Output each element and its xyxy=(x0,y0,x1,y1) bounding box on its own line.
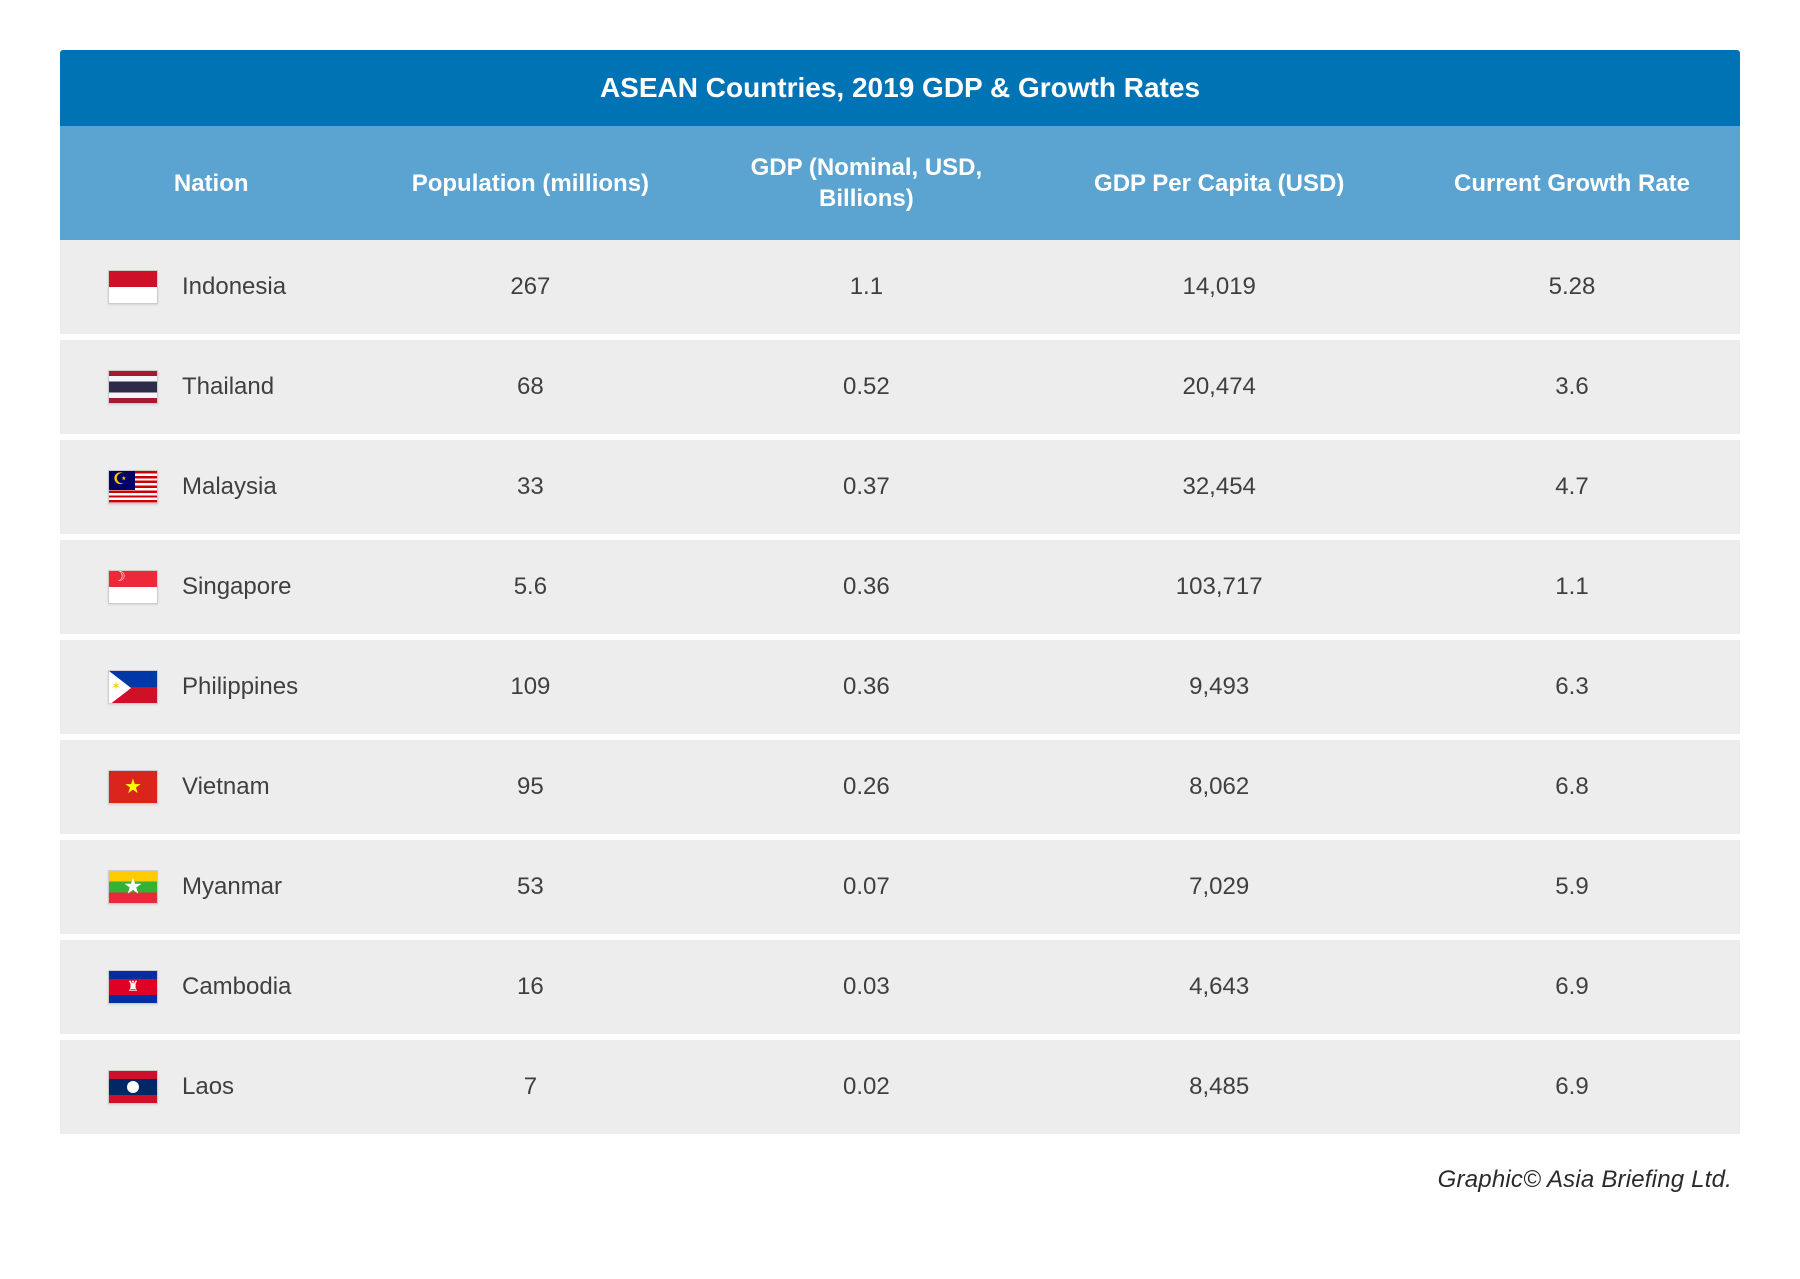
cell-per_capita: 8,062 xyxy=(1034,740,1404,840)
nation-label: Thailand xyxy=(182,373,274,401)
graphic-credit: Graphic© Asia Briefing Ltd. xyxy=(60,1166,1740,1194)
cell-per_capita: 32,454 xyxy=(1034,440,1404,540)
cell-population: 68 xyxy=(362,340,698,440)
table-row: Myanmar 530.077,0295.9 xyxy=(60,840,1740,940)
cell-per_capita: 14,019 xyxy=(1034,240,1404,340)
cell-nation: Malaysia xyxy=(60,440,362,540)
nation-label: Philippines xyxy=(182,673,298,701)
col-population: Population (millions) xyxy=(362,126,698,240)
table-row: Cambodia 160.034,6436.9 xyxy=(60,940,1740,1040)
cell-growth: 6.3 xyxy=(1404,640,1740,740)
cell-population: 267 xyxy=(362,240,698,340)
cell-population: 16 xyxy=(362,940,698,1040)
cell-population: 53 xyxy=(362,840,698,940)
table-row: Vietnam 950.268,0626.8 xyxy=(60,740,1740,840)
table-row: Philippines 1090.369,4936.3 xyxy=(60,640,1740,740)
cell-population: 33 xyxy=(362,440,698,540)
cell-per_capita: 103,717 xyxy=(1034,540,1404,640)
table-row: Indonesia 2671.114,0195.28 xyxy=(60,240,1740,340)
cell-growth: 5.9 xyxy=(1404,840,1740,940)
flag-icon xyxy=(108,670,158,704)
cell-growth: 4.7 xyxy=(1404,440,1740,540)
cell-gdp: 0.36 xyxy=(698,540,1034,640)
cell-growth: 3.6 xyxy=(1404,340,1740,440)
cell-growth: 5.28 xyxy=(1404,240,1740,340)
cell-gdp: 0.02 xyxy=(698,1040,1034,1140)
flag-icon xyxy=(108,470,158,504)
cell-growth: 6.9 xyxy=(1404,1040,1740,1140)
cell-population: 5.6 xyxy=(362,540,698,640)
nation-label: Malaysia xyxy=(182,473,277,501)
cell-population: 7 xyxy=(362,1040,698,1140)
flag-icon xyxy=(108,770,158,804)
cell-per_capita: 8,485 xyxy=(1034,1040,1404,1140)
cell-growth: 6.8 xyxy=(1404,740,1740,840)
cell-gdp: 0.03 xyxy=(698,940,1034,1040)
asean-gdp-table: Nation Population (millions) GDP (Nomina… xyxy=(60,126,1740,1140)
header-row: Nation Population (millions) GDP (Nomina… xyxy=(60,126,1740,240)
col-gdp: GDP (Nominal, USD, Billions) xyxy=(698,126,1034,240)
cell-gdp: 0.37 xyxy=(698,440,1034,540)
cell-growth: 1.1 xyxy=(1404,540,1740,640)
col-nation: Nation xyxy=(60,126,362,240)
cell-per_capita: 7,029 xyxy=(1034,840,1404,940)
table-row: Singapore 5.60.36103,7171.1 xyxy=(60,540,1740,640)
nation-label: Indonesia xyxy=(182,273,286,301)
cell-gdp: 0.07 xyxy=(698,840,1034,940)
cell-nation: Thailand xyxy=(60,340,362,440)
nation-label: Laos xyxy=(182,1073,234,1101)
cell-nation: Cambodia xyxy=(60,940,362,1040)
flag-icon xyxy=(108,870,158,904)
cell-gdp: 0.26 xyxy=(698,740,1034,840)
table-title: ASEAN Countries, 2019 GDP & Growth Rates xyxy=(60,50,1740,126)
nation-label: Myanmar xyxy=(182,873,282,901)
col-growth: Current Growth Rate xyxy=(1404,126,1740,240)
cell-nation: Philippines xyxy=(60,640,362,740)
cell-gdp: 0.52 xyxy=(698,340,1034,440)
cell-gdp: 1.1 xyxy=(698,240,1034,340)
cell-per_capita: 20,474 xyxy=(1034,340,1404,440)
cell-nation: Laos xyxy=(60,1040,362,1140)
flag-icon xyxy=(108,570,158,604)
cell-gdp: 0.36 xyxy=(698,640,1034,740)
cell-nation: Indonesia xyxy=(60,240,362,340)
cell-population: 109 xyxy=(362,640,698,740)
cell-population: 95 xyxy=(362,740,698,840)
nation-label: Cambodia xyxy=(182,973,291,1001)
flag-icon xyxy=(108,970,158,1004)
asean-table-container: ASEAN Countries, 2019 GDP & Growth Rates… xyxy=(60,50,1740,1140)
table-row: Thailand 680.5220,4743.6 xyxy=(60,340,1740,440)
flag-icon xyxy=(108,270,158,304)
table-row: Malaysia 330.3732,4544.7 xyxy=(60,440,1740,540)
cell-growth: 6.9 xyxy=(1404,940,1740,1040)
cell-per_capita: 9,493 xyxy=(1034,640,1404,740)
cell-per_capita: 4,643 xyxy=(1034,940,1404,1040)
nation-label: Singapore xyxy=(182,573,291,601)
flag-icon xyxy=(108,370,158,404)
cell-nation: Myanmar xyxy=(60,840,362,940)
nation-label: Vietnam xyxy=(182,773,270,801)
cell-nation: Singapore xyxy=(60,540,362,640)
flag-icon xyxy=(108,1070,158,1104)
cell-nation: Vietnam xyxy=(60,740,362,840)
table-row: Laos 70.028,4856.9 xyxy=(60,1040,1740,1140)
col-percapita: GDP Per Capita (USD) xyxy=(1034,126,1404,240)
